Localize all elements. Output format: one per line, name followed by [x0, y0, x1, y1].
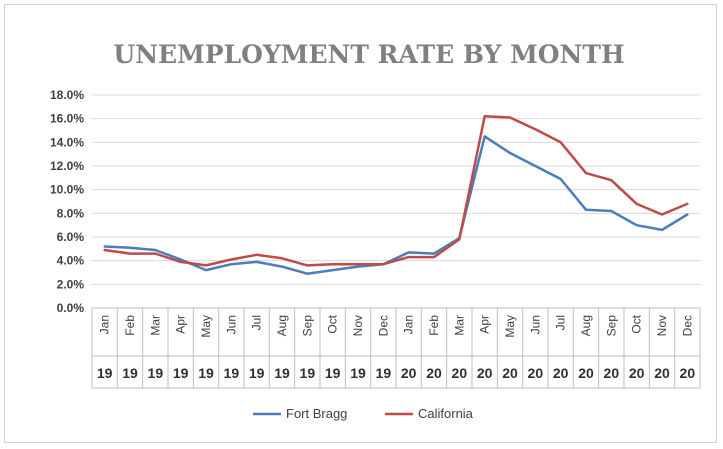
x-year-label: 19: [173, 365, 189, 381]
x-tick-label: Mar: [148, 315, 162, 336]
y-tick-label: 14.0%: [50, 135, 84, 149]
y-axis: 0.0% 2.0% 4.0% 6.0% 8.0% 10.0% 12.0% 14.0% 16.0%…: [50, 88, 84, 315]
x-tick-label: Jan: [98, 315, 112, 334]
x-tick-label: Feb: [427, 315, 441, 336]
x-year-label: 19: [350, 365, 366, 381]
x-tick-label: Jul: [554, 315, 568, 330]
x-tick-label: Nov: [351, 315, 365, 336]
x-tick-label: Jul: [250, 315, 264, 330]
x-tick-label: Jun: [224, 315, 238, 334]
series-line-1: [103, 115, 689, 267]
x-tick-label: Sep: [604, 315, 618, 337]
x-year-label: 19: [224, 365, 240, 381]
x-year-label: 20: [401, 365, 417, 381]
x-tick-label: Aug: [579, 315, 593, 336]
gridlines: [92, 94, 700, 285]
x-tick-label: Mar: [452, 315, 466, 336]
x-year-label: 20: [452, 365, 468, 381]
x-year-label: 20: [604, 365, 620, 381]
x-year-label: 20: [553, 365, 569, 381]
x-tick-label: Apr: [174, 315, 188, 334]
x-year-label: 19: [249, 365, 265, 381]
x-tick-label: Oct: [326, 314, 340, 333]
x-tick-label: Sep: [300, 315, 314, 337]
x-tick-label: Nov: [655, 315, 669, 336]
x-tick-label: May: [503, 315, 517, 338]
x-tick-label: Aug: [275, 315, 289, 336]
legend: Fort Bragg California: [253, 406, 474, 421]
y-tick-label: 2.0%: [57, 277, 85, 291]
series-lines: [103, 115, 689, 275]
y-tick-label: 0.0%: [57, 301, 85, 315]
x-tick-label: Jan: [402, 315, 416, 334]
y-tick-label: 12.0%: [50, 159, 84, 173]
x-year-label: 20: [654, 365, 670, 381]
y-tick-label: 6.0%: [57, 230, 85, 244]
x-year-label: 19: [376, 365, 392, 381]
x-year-label: 20: [477, 365, 493, 381]
x-tick-label: Dec: [680, 315, 694, 336]
x-year-label: 20: [528, 365, 544, 381]
series-line-0: [103, 135, 689, 275]
x-year-label: 20: [426, 365, 442, 381]
x-tick-label: Feb: [123, 315, 137, 336]
y-tick-label: 4.0%: [57, 254, 85, 268]
x-year-label: 19: [274, 365, 290, 381]
x-year-label: 20: [680, 365, 696, 381]
x-year-label: 19: [97, 365, 113, 381]
legend-label: California: [418, 406, 474, 421]
y-tick-label: 8.0%: [57, 206, 85, 220]
x-tick-label: May: [199, 315, 213, 338]
x-year-label: 20: [502, 365, 518, 381]
x-year-label: 19: [300, 365, 316, 381]
x-tick-label: Dec: [376, 315, 390, 336]
chart-title: UNEMPLOYMENT RATE BY MONTH: [113, 40, 624, 69]
x-axis: Jan 19 Feb 19 Mar 19 Apr 19 May 19 Jun 19 Jul 19 Aug 19…: [91, 307, 701, 389]
x-year-label: 20: [578, 365, 594, 381]
x-tick-label: Oct: [630, 314, 644, 333]
x-year-label: 19: [122, 365, 138, 381]
x-tick-label: Apr: [478, 315, 492, 334]
x-year-label: 19: [325, 365, 341, 381]
y-tick-label: 16.0%: [50, 112, 84, 126]
x-year-label: 19: [198, 365, 214, 381]
legend-label: Fort Bragg: [286, 406, 347, 421]
x-year-label: 20: [629, 365, 645, 381]
x-tick-label: Jun: [528, 315, 542, 334]
x-year-label: 19: [148, 365, 164, 381]
y-tick-label: 18.0%: [50, 88, 84, 102]
y-tick-label: 10.0%: [50, 183, 84, 197]
